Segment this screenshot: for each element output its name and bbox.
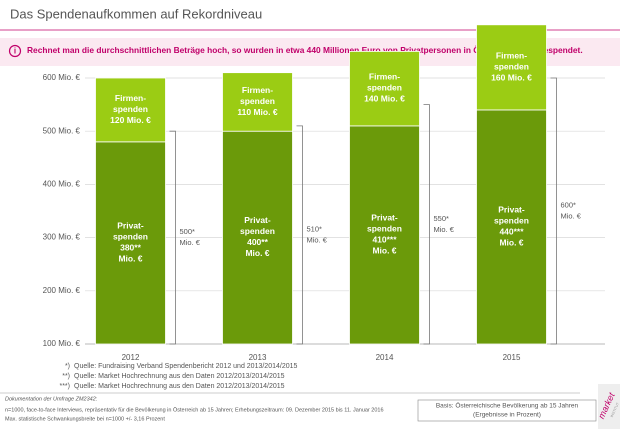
data-label: Firmen-spenden 160 Mio. € — [491, 51, 532, 83]
bar-segment — [349, 125, 420, 345]
documentation: n=1000, face-to-face Interviews, repräse… — [5, 406, 384, 413]
footnote: Quelle: Market Hochrechnung aus den Date… — [74, 383, 285, 390]
bar-segment — [95, 77, 166, 143]
data-label: Privat-spenden 440*** Mio. € — [494, 205, 529, 248]
basis: (Ergebnisse in Prozent) — [473, 412, 541, 419]
bar-segment — [476, 24, 547, 111]
y-tick-label: 500 Mio. € — [43, 126, 81, 135]
y-tick-label: 400 Mio. € — [43, 180, 81, 189]
footnote-marker: **) — [62, 373, 70, 380]
data-label: Privat-spenden 400** Mio. € — [240, 215, 275, 258]
footnote-marker: ***) — [59, 383, 70, 390]
y-tick-label: 300 Mio. € — [43, 233, 81, 242]
y-tick-label: 600 Mio. € — [43, 73, 81, 82]
bar-segment — [95, 141, 166, 345]
basis: Basis: Österreichische Bevölkerung ab 15… — [436, 402, 579, 410]
logo-sub: INSTITUT — [610, 401, 620, 418]
chart: 100 Mio. € 200 Mio. € 300 Mio. € 400 Mio. €… — [43, 24, 605, 362]
title: Das Spendenaufkommen auf Rekordniveau — [10, 6, 262, 21]
basis-box — [417, 399, 597, 422]
y-tick-label: 200 Mio. € — [43, 286, 81, 295]
data-label: Privat-spenden 410*** Mio. € — [367, 213, 402, 256]
bar-segment — [476, 109, 547, 345]
info-text: Rechnet man die durchschnittlichen Beträ… — [27, 45, 583, 55]
x-tick-label: 2012 — [122, 353, 140, 362]
info-icon — [8, 44, 22, 58]
total-bracket — [550, 77, 557, 345]
data-label: Firmen-spenden 110 Mio. € — [237, 85, 277, 117]
logo-box — [598, 384, 620, 429]
info-icon-letter: i — [14, 47, 16, 56]
total-label: 600* Mio. € — [561, 200, 582, 220]
total-bracket — [169, 130, 176, 345]
total-label: 500* Mio. € — [180, 227, 201, 247]
x-tick-label: 2015 — [503, 353, 521, 362]
total-label: 510* Mio. € — [307, 224, 328, 244]
total-bracket — [423, 104, 430, 345]
documentation: Dokumentation der Umfrage ZM2342: — [5, 396, 98, 402]
bar-segment — [222, 130, 293, 345]
total-bracket — [296, 125, 303, 345]
documentation: Max. statistische Schwankungsbreite bei … — [5, 416, 165, 422]
bar-segment — [222, 72, 293, 132]
x-tick-label: 2013 — [249, 353, 267, 362]
y-tick-label: 100 Mio. € — [43, 339, 81, 348]
footnote: Quelle: Fundraising Verband Spendenberic… — [74, 363, 298, 370]
x-tick-label: 2014 — [376, 353, 394, 362]
data-label: Privat-spenden 380** Mio. € — [113, 221, 148, 264]
data-label: Firmen-spenden 120 Mio. € — [110, 93, 151, 125]
total-label: 550* Mio. € — [434, 214, 455, 234]
footnote-marker: *) — [65, 363, 70, 370]
data-label: Firmen-spenden 140 Mio. € — [364, 72, 405, 104]
footnote: Quelle: Market Hochrechnung aus den Date… — [74, 373, 285, 380]
bar-segment — [349, 51, 420, 127]
